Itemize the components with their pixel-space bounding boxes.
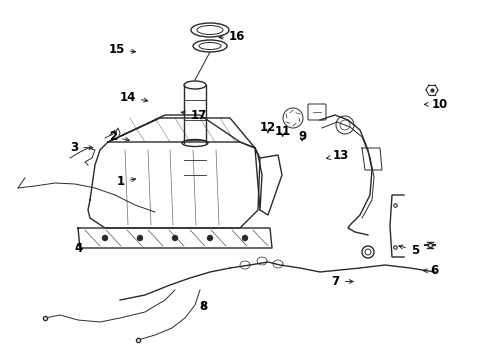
- FancyBboxPatch shape: [307, 104, 325, 120]
- Circle shape: [172, 235, 177, 240]
- Circle shape: [242, 235, 247, 240]
- Ellipse shape: [193, 40, 226, 52]
- Text: 1: 1: [116, 175, 135, 188]
- Circle shape: [339, 120, 349, 130]
- Text: 7: 7: [331, 275, 352, 288]
- Text: 13: 13: [326, 149, 348, 162]
- Text: 6: 6: [423, 264, 438, 277]
- Ellipse shape: [191, 23, 228, 37]
- Text: 11: 11: [274, 125, 290, 138]
- Text: 2: 2: [109, 130, 129, 143]
- Circle shape: [364, 249, 370, 255]
- Circle shape: [207, 235, 212, 240]
- Text: 3: 3: [70, 141, 93, 154]
- Circle shape: [361, 246, 373, 258]
- Circle shape: [335, 116, 353, 134]
- Circle shape: [137, 235, 142, 240]
- Text: 14: 14: [120, 91, 147, 104]
- Text: 9: 9: [298, 130, 305, 143]
- Ellipse shape: [183, 81, 205, 89]
- Circle shape: [102, 235, 107, 240]
- Text: 16: 16: [219, 30, 244, 42]
- Text: 17: 17: [181, 109, 206, 122]
- Text: 15: 15: [108, 43, 135, 56]
- Text: 12: 12: [259, 121, 276, 134]
- Text: 5: 5: [398, 244, 418, 257]
- Circle shape: [283, 108, 303, 128]
- Text: 8: 8: [199, 300, 206, 313]
- Ellipse shape: [182, 139, 207, 147]
- Ellipse shape: [197, 26, 223, 35]
- Text: 10: 10: [424, 98, 447, 111]
- Ellipse shape: [199, 42, 221, 49]
- Text: 4: 4: [74, 242, 82, 255]
